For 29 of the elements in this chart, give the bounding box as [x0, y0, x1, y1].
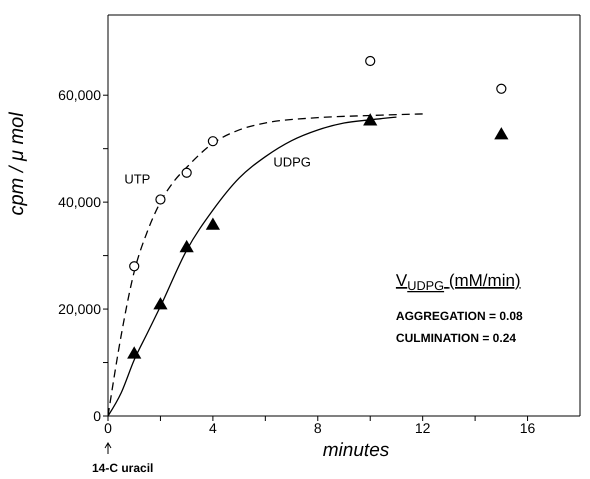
point	[155, 194, 166, 205]
text: 14-C uracil	[92, 461, 154, 475]
y-tick-label: 0	[93, 408, 102, 424]
y-axis-title: cpm / μ mol	[6, 112, 28, 216]
point	[128, 346, 141, 359]
x-tick-label: 4	[208, 420, 217, 436]
series-label: UDPG	[273, 154, 311, 170]
point	[208, 136, 218, 146]
point	[206, 218, 220, 230]
x-tick-label: 12	[414, 420, 431, 436]
x-tick-label: 16	[520, 420, 536, 436]
x-axis-title: minutes	[322, 440, 390, 461]
x-tick-label: 8	[314, 420, 322, 436]
x-tick-label: 0	[104, 420, 112, 436]
point	[496, 84, 506, 94]
point	[364, 114, 377, 126]
point	[494, 128, 508, 140]
y-tick-label: 60,000	[58, 87, 102, 104]
point	[180, 240, 194, 252]
y-tick-label: 20,000	[58, 301, 102, 318]
point	[365, 56, 376, 66]
annotation: V$_{UDPG}$ (mM/min)	[396, 271, 521, 293]
point	[182, 168, 192, 178]
series-label: UTP	[124, 172, 150, 187]
point	[129, 261, 140, 272]
annotation: CULMINATION = 0.24	[396, 331, 516, 345]
annotation: AGGREGATION = 0.08	[396, 309, 524, 323]
y-tick-label: 40,000	[58, 194, 102, 210]
point	[154, 298, 168, 310]
